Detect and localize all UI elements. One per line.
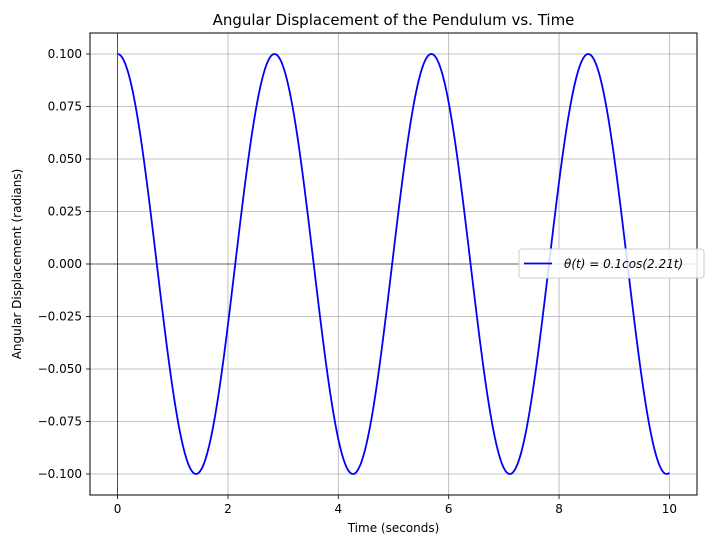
y-axis-label: Angular Displacement (radians) [10,169,24,360]
y-tick-label: −0.100 [38,467,82,481]
x-tick-label: 10 [662,502,677,516]
x-tick-label: 0 [114,502,122,516]
chart-title: Angular Displacement of the Pendulum vs.… [213,11,575,29]
y-tick-label: −0.050 [38,362,82,376]
x-tick-label: 4 [334,502,342,516]
y-tick-label: 0.025 [48,205,82,219]
legend-entry-label: θ(t) = 0.1cos(2.21t) [564,257,683,271]
y-tick-label: 0.100 [48,47,82,61]
y-tick-label: −0.025 [38,310,82,324]
y-tick-label: 0.075 [48,100,82,114]
x-axis-label: Time (seconds) [347,521,440,535]
y-ticks: −0.100 −0.075 −0.050 −0.025 0.000 0.025 0.050 0… [38,47,90,481]
x-tick-label: 2 [224,502,232,516]
series-line [117,53,670,475]
y-tick-label: 0.050 [48,152,82,166]
x-tick-label: 8 [555,502,563,516]
x-tick-label: 6 [445,502,453,516]
legend: θ(t) = 0.1cos(2.21t) [518,248,705,279]
y-tick-label: 0.000 [48,257,82,271]
legend-box [518,248,705,279]
series-layer [117,53,670,475]
y-tick-label: −0.075 [38,415,82,429]
x-ticks: 0 2 4 6 8 10 [114,495,677,516]
